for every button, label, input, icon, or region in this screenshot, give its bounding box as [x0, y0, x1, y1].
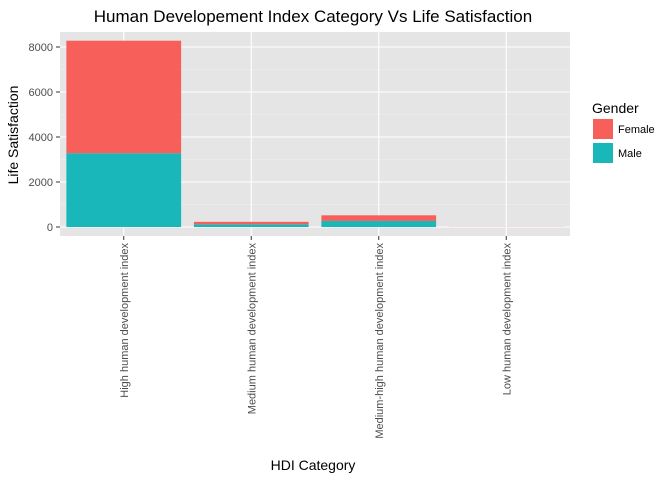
- bar-male-3: [321, 220, 437, 227]
- x-tick-label: Medium human development index: [246, 243, 258, 415]
- legend-label-male: Male: [618, 148, 642, 160]
- y-axis-title: Life Satisfaction: [5, 86, 21, 185]
- y-tick-label: 8000: [29, 42, 53, 54]
- legend-key-male: [593, 143, 613, 163]
- x-tick-label: Low human development index: [501, 243, 513, 396]
- legend-key-female: [593, 119, 613, 139]
- legend-title: Gender: [592, 100, 639, 116]
- bar-male-2: [193, 224, 309, 227]
- chart-title: Human Developement Index Category Vs Lif…: [94, 7, 532, 26]
- y-axis: 0 2000 4000 6000 8000: [29, 42, 60, 234]
- bars: [66, 40, 564, 227]
- legend-label-female: Female: [618, 124, 655, 136]
- bar-female-2: [193, 221, 309, 225]
- bar-male-1: [66, 153, 182, 227]
- x-tick-label: High human development index: [119, 243, 131, 398]
- x-axis-title: HDI Category: [271, 457, 356, 473]
- bar-female-1: [66, 40, 182, 154]
- bar-female-3: [321, 215, 437, 221]
- x-tick-label: Medium-high human development index: [374, 243, 386, 439]
- y-tick-label: 4000: [29, 132, 53, 144]
- y-tick-label: 2000: [29, 177, 53, 189]
- x-axis: High human development index Medium human…: [119, 236, 513, 439]
- y-tick-label: 0: [47, 222, 53, 234]
- legend: Gender Female Male: [592, 100, 655, 163]
- y-tick-label: 6000: [29, 87, 53, 99]
